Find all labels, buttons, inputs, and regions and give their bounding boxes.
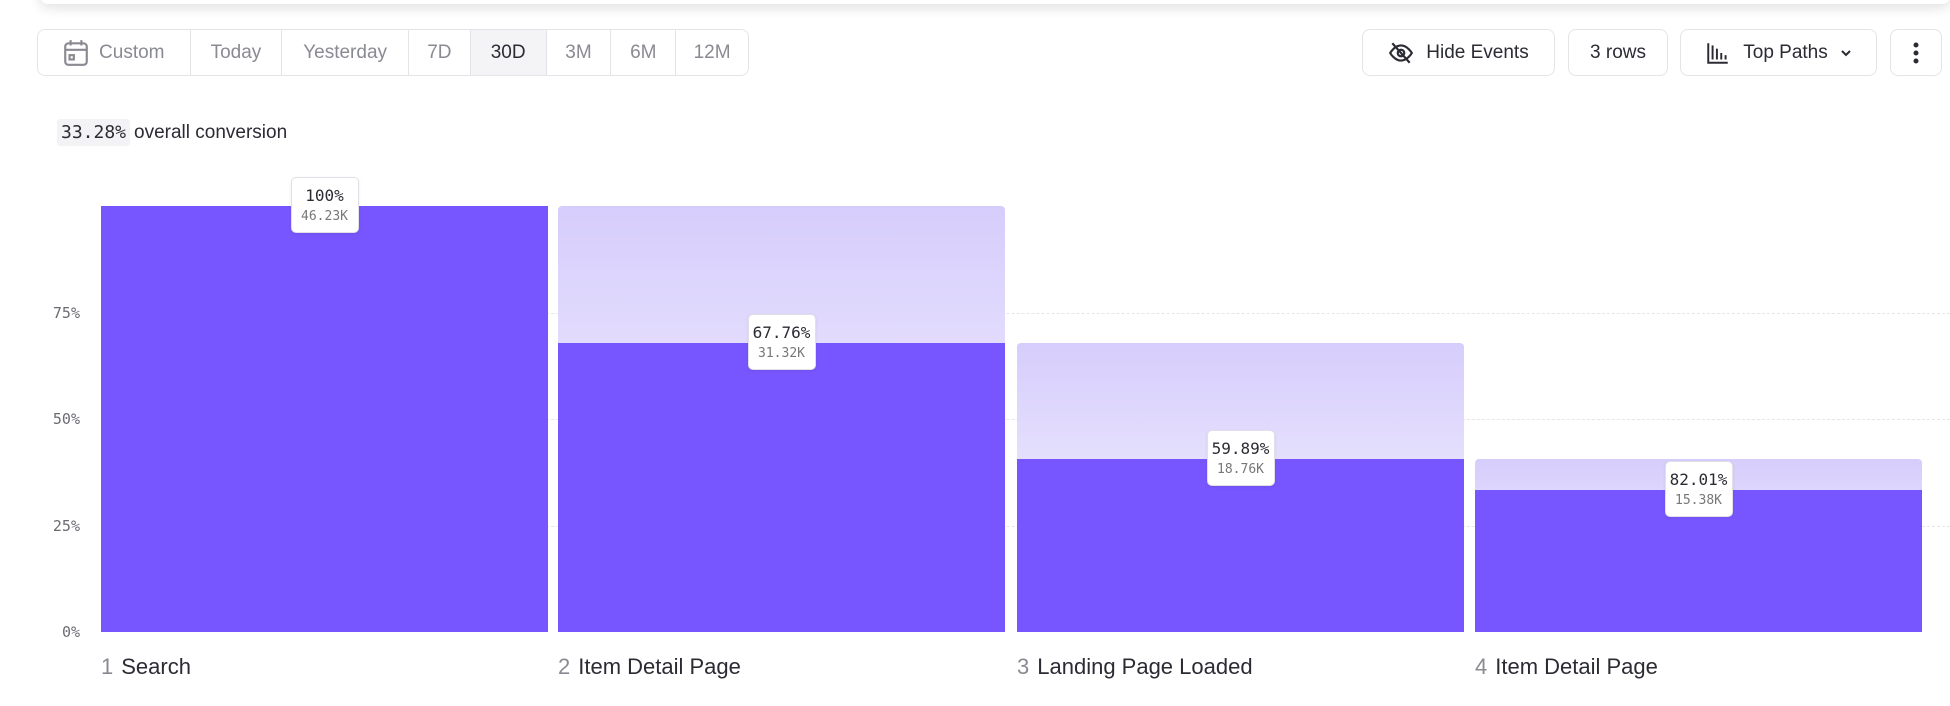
step-conversion: 82.01% bbox=[1669, 470, 1728, 490]
step-conversion: 100% bbox=[305, 186, 344, 205]
hide-events-button[interactable]: Hide Events bbox=[1362, 29, 1555, 76]
chevron-down-icon bbox=[1841, 49, 1851, 56]
date-range-label: 7D bbox=[427, 41, 452, 63]
bar-data-label: 100% 46.23K bbox=[290, 177, 359, 233]
date-range-label: 6M bbox=[630, 41, 657, 63]
rows-label: 3 rows bbox=[1590, 41, 1646, 63]
step-conversion: 67.76% bbox=[752, 323, 811, 343]
step-label: 3 Landing Page Loaded bbox=[1017, 654, 1253, 680]
more-options-button[interactable] bbox=[1890, 29, 1942, 76]
step-count: 46.23K bbox=[301, 209, 348, 224]
funnel-bar bbox=[101, 206, 548, 632]
bar-data-label: 59.89% 18.76K bbox=[1206, 430, 1275, 487]
bar-data-label: 67.76% 31.32K bbox=[747, 314, 816, 371]
date-range-label: Custom bbox=[99, 41, 165, 63]
overall-conversion-label: overall conversion bbox=[134, 121, 288, 143]
date-range-label: 30D bbox=[490, 41, 526, 63]
y-tick-label: 25% bbox=[52, 516, 80, 535]
date-range-custom[interactable]: Custom bbox=[38, 30, 191, 75]
overall-conversion-value: 33.28% bbox=[57, 119, 131, 146]
step-label: 4 Item Detail Page bbox=[1475, 654, 1658, 680]
step-count: 18.76K bbox=[1217, 462, 1264, 478]
date-range-6m[interactable]: 6M bbox=[611, 30, 677, 75]
date-range-today[interactable]: Today bbox=[191, 30, 283, 75]
y-tick-label: 75% bbox=[52, 303, 80, 322]
date-range-label: 3M bbox=[565, 41, 592, 63]
date-range-3m[interactable]: 3M bbox=[547, 30, 612, 75]
step-conversion: 59.89% bbox=[1211, 439, 1270, 459]
step-label: 2 Item Detail Page bbox=[558, 654, 741, 680]
calendar-icon bbox=[64, 39, 88, 66]
eye-off-icon bbox=[1389, 42, 1414, 63]
rows-button[interactable]: 3 rows bbox=[1568, 29, 1668, 76]
more-vertical-icon bbox=[1913, 42, 1919, 63]
funnel-bar bbox=[558, 343, 1005, 632]
date-range-7d[interactable]: 7D bbox=[409, 30, 471, 75]
date-range-yesterday[interactable]: Yesterday bbox=[282, 30, 409, 75]
step-name: Item Detail Page bbox=[1495, 654, 1658, 679]
date-range-30d[interactable]: 30D bbox=[470, 30, 547, 75]
bar-chart-icon bbox=[1707, 42, 1728, 64]
top-paths-dropdown[interactable]: Top Paths bbox=[1680, 29, 1877, 76]
date-range-12m[interactable]: 12M bbox=[676, 30, 748, 75]
date-range-label: Yesterday bbox=[303, 41, 388, 63]
hide-events-label: Hide Events bbox=[1426, 41, 1529, 63]
date-range-selector: Custom Today Yesterday 7D 30D 3M 6M 12M bbox=[37, 29, 749, 76]
top-card-edge bbox=[40, 0, 1950, 4]
step-number: 4 bbox=[1475, 654, 1488, 679]
step-number: 2 bbox=[558, 654, 571, 679]
step-label: 1 Search bbox=[101, 654, 191, 680]
top-paths-label: Top Paths bbox=[1743, 41, 1828, 63]
step-count: 31.32K bbox=[758, 346, 805, 362]
step-number: 3 bbox=[1017, 654, 1030, 679]
step-name: Landing Page Loaded bbox=[1037, 654, 1253, 679]
funnel-bar bbox=[1017, 459, 1464, 632]
overall-conversion: 33.28% overall conversion bbox=[57, 119, 287, 146]
gridline bbox=[101, 312, 1950, 314]
step-name: Search bbox=[121, 654, 191, 679]
step-count: 15.38K bbox=[1675, 493, 1722, 509]
step-name: Item Detail Page bbox=[578, 654, 741, 679]
date-range-label: Today bbox=[210, 41, 262, 63]
date-range-label: 12M bbox=[693, 41, 731, 63]
y-tick-label: 50% bbox=[52, 410, 80, 428]
bar-data-label: 82.01% 15.38K bbox=[1664, 461, 1733, 518]
step-number: 1 bbox=[101, 654, 114, 679]
y-tick-label: 0% bbox=[61, 623, 80, 641]
